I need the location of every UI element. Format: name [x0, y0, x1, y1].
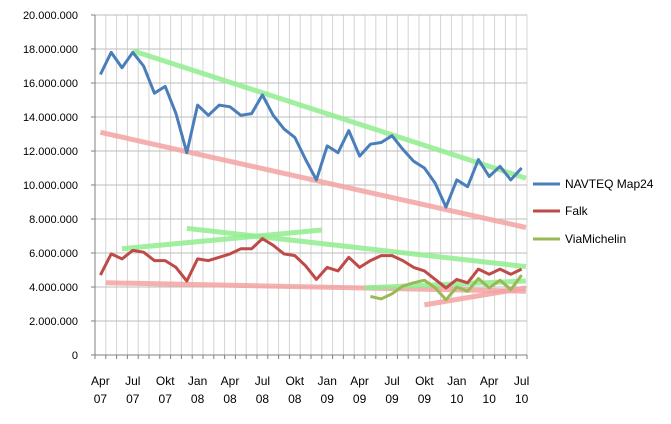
axes: 0 2.000.000 4.000.000 6.000.000 8.000.000 10.…	[23, 10, 529, 406]
x-tick-label-month: Jul	[255, 374, 270, 388]
x-tick-label-year: 08	[191, 392, 205, 406]
legend: NAVTEQ Map24 Falk ViaMichelin	[533, 177, 654, 246]
x-tick-label-month: Jul	[384, 374, 399, 388]
trend-line	[423, 285, 527, 308]
x-tick-label-year: 10	[483, 392, 497, 406]
y-tick-label: 4.000.000	[29, 282, 78, 294]
y-tick-label: 0	[72, 350, 78, 362]
x-tick-label-year: 07	[159, 392, 173, 406]
y-tick-label: 20.000.000	[23, 10, 78, 22]
x-tick-label-year: 08	[256, 392, 270, 406]
y-tick-label: 12.000.000	[23, 146, 78, 158]
x-tick-label-month: Apr	[350, 374, 369, 388]
series-line-viamichelin	[370, 274, 523, 302]
trend-line	[132, 48, 527, 181]
x-tick-label-year: 07	[126, 392, 140, 406]
legend-label: Falk	[565, 204, 589, 218]
x-tick-label-year: 07	[94, 392, 108, 406]
x-tick-label-month: Jan	[188, 374, 207, 388]
y-tick-label: 18.000.000	[23, 44, 78, 56]
x-tick-label-month: Okt	[285, 374, 304, 388]
x-tick-label-month: Apr	[221, 374, 240, 388]
y-tick-label: 2.000.000	[29, 316, 78, 328]
x-tick-label-year: 09	[353, 392, 367, 406]
trend-line	[121, 227, 323, 252]
x-tick-label-month: Apr	[480, 374, 499, 388]
x-tick-label-month: Okt	[415, 374, 434, 388]
x-tick-label-year: 08	[288, 392, 302, 406]
x-tick-label-year: 10	[450, 392, 464, 406]
legend-label: ViaMichelin	[565, 232, 626, 246]
x-tick-label-month: Okt	[156, 374, 175, 388]
trend-line	[186, 225, 527, 270]
x-tick-label-year: 08	[223, 392, 237, 406]
series-line-navteq-map24	[99, 50, 523, 209]
y-tick-label: 14.000.000	[23, 112, 78, 124]
x-tick-label-month: Apr	[91, 374, 110, 388]
data-series	[99, 50, 523, 302]
y-tick-label: 10.000.000	[23, 180, 78, 192]
x-tick-label-year: 10	[515, 392, 529, 406]
y-tick-label: 6.000.000	[29, 248, 78, 260]
trend-line	[99, 129, 527, 230]
y-tick-label: 16.000.000	[23, 78, 78, 90]
x-tick-label-year: 09	[385, 392, 399, 406]
x-tick-label-month: Jan	[447, 374, 466, 388]
x-tick-label-year: 09	[321, 392, 335, 406]
x-tick-label-month: Jan	[318, 374, 337, 388]
series-line-falk	[99, 237, 523, 290]
x-tick-label-year: 09	[418, 392, 432, 406]
x-tick-label-month: Jul	[125, 374, 140, 388]
legend-label: NAVTEQ Map24	[565, 177, 654, 191]
y-tick-label: 8.000.000	[29, 214, 78, 226]
x-tick-label-month: Jul	[514, 374, 529, 388]
